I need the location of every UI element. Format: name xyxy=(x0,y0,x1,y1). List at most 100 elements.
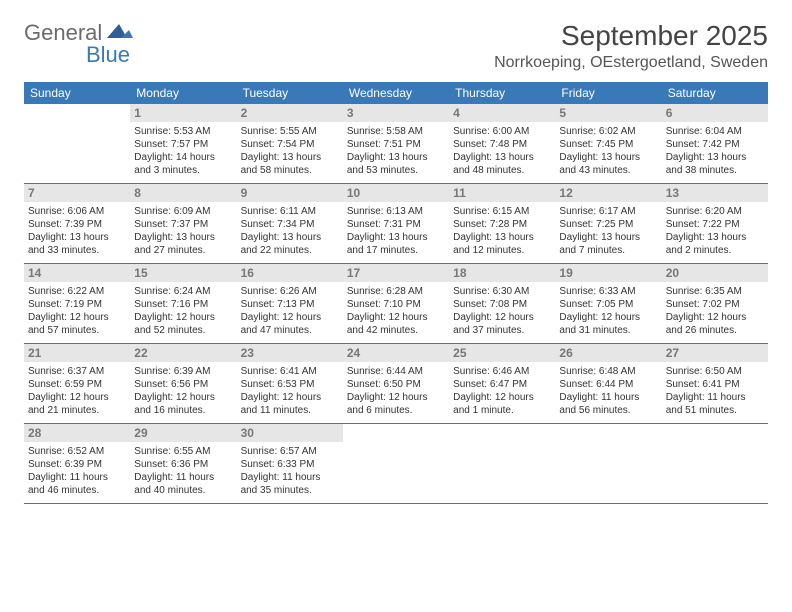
sunrise-line: Sunrise: 6:39 AM xyxy=(134,365,232,378)
day-header-cell: Saturday xyxy=(662,82,768,104)
day-header-cell: Tuesday xyxy=(237,82,343,104)
daylight-line: and 33 minutes. xyxy=(28,244,126,257)
day-number: 22 xyxy=(130,344,236,362)
day-cell: 25Sunrise: 6:46 AMSunset: 6:47 PMDayligh… xyxy=(449,344,555,423)
daylight-line: Daylight: 12 hours xyxy=(134,311,232,324)
sunrise-line: Sunrise: 6:00 AM xyxy=(453,125,551,138)
day-cell: 18 Sunrise: 6:30 AMSunset: 7:08 PMDayligh… xyxy=(449,264,555,343)
daylight-line: and 21 minutes. xyxy=(28,404,126,417)
title-block: September 2025 Norrkoeping, OEstergoetla… xyxy=(494,20,768,72)
daylight-line: and 53 minutes. xyxy=(347,164,445,177)
empty-cell xyxy=(343,424,449,503)
daylight-line: and 42 minutes. xyxy=(347,324,445,337)
daylight-line: Daylight: 11 hours xyxy=(666,391,764,404)
daylight-line: and 2 minutes. xyxy=(666,244,764,257)
empty-cell xyxy=(662,424,768,503)
sunrise-line: Sunrise: 6:33 AM xyxy=(559,285,657,298)
daylight-line: and 6 minutes. xyxy=(347,404,445,417)
day-header-row: SundayMondayTuesdayWednesdayThursdayFrid… xyxy=(24,82,768,104)
daylight-line: Daylight: 13 hours xyxy=(453,231,551,244)
week-row: 14Sunrise: 6:22 AMSunset: 7:19 PMDayligh… xyxy=(24,264,768,344)
sunrise-line: Sunrise: 6:28 AM xyxy=(347,285,445,298)
sunrise-line: Sunrise: 6:41 AM xyxy=(241,365,339,378)
sunset-line: Sunset: 7:37 PM xyxy=(134,218,232,231)
sunset-line: Sunset: 7:05 PM xyxy=(559,298,657,311)
day-number: 19 xyxy=(555,264,661,282)
sunset-line: Sunset: 7:19 PM xyxy=(28,298,126,311)
daylight-line: and 57 minutes. xyxy=(28,324,126,337)
day-cell: 27Sunrise: 6:50 AMSunset: 6:41 PMDayligh… xyxy=(662,344,768,423)
day-cell: 26Sunrise: 6:48 AMSunset: 6:44 PMDayligh… xyxy=(555,344,661,423)
day-number: 21 xyxy=(24,344,130,362)
day-cell: 10Sunrise: 6:13 AMSunset: 7:31 PMDayligh… xyxy=(343,184,449,263)
day-number: 5 xyxy=(555,104,661,122)
sunset-line: Sunset: 7:10 PM xyxy=(347,298,445,311)
sunrise-line: Sunrise: 6:35 AM xyxy=(666,285,764,298)
daylight-line: and 56 minutes. xyxy=(559,404,657,417)
sunset-line: Sunset: 6:56 PM xyxy=(134,378,232,391)
sunset-line: Sunset: 7:48 PM xyxy=(453,138,551,151)
daylight-line: and 38 minutes. xyxy=(666,164,764,177)
day-number: 18 xyxy=(449,264,555,282)
daylight-line: and 7 minutes. xyxy=(559,244,657,257)
day-number: 12 xyxy=(555,184,661,202)
day-number: 26 xyxy=(555,344,661,362)
sunset-line: Sunset: 7:54 PM xyxy=(241,138,339,151)
day-cell: 14Sunrise: 6:22 AMSunset: 7:19 PMDayligh… xyxy=(24,264,130,343)
daylight-line: and 40 minutes. xyxy=(134,484,232,497)
day-cell: 22Sunrise: 6:39 AMSunset: 6:56 PMDayligh… xyxy=(130,344,236,423)
day-header-cell: Wednesday xyxy=(343,82,449,104)
daylight-line: and 52 minutes. xyxy=(134,324,232,337)
day-number: 28 xyxy=(24,424,130,442)
day-number: 23 xyxy=(237,344,343,362)
day-cell: 15Sunrise: 6:24 AMSunset: 7:16 PMDayligh… xyxy=(130,264,236,343)
day-cell: 8Sunrise: 6:09 AMSunset: 7:37 PMDaylight… xyxy=(130,184,236,263)
sunrise-line: Sunrise: 6:46 AM xyxy=(453,365,551,378)
daylight-line: and 16 minutes. xyxy=(134,404,232,417)
sunset-line: Sunset: 6:50 PM xyxy=(347,378,445,391)
sunset-line: Sunset: 6:47 PM xyxy=(453,378,551,391)
daylight-line: Daylight: 12 hours xyxy=(241,311,339,324)
day-number: 16 xyxy=(237,264,343,282)
location: Norrkoeping, OEstergoetland, Sweden xyxy=(494,54,768,72)
day-number: 3 xyxy=(343,104,449,122)
day-cell: 3Sunrise: 5:58 AMSunset: 7:51 PMDaylight… xyxy=(343,104,449,183)
daylight-line: Daylight: 13 hours xyxy=(28,231,126,244)
sunrise-line: Sunrise: 5:55 AM xyxy=(241,125,339,138)
sunrise-line: Sunrise: 6:44 AM xyxy=(347,365,445,378)
sunset-line: Sunset: 7:25 PM xyxy=(559,218,657,231)
day-cell: 5Sunrise: 6:02 AMSunset: 7:45 PMDaylight… xyxy=(555,104,661,183)
sunrise-line: Sunrise: 6:11 AM xyxy=(241,205,339,218)
sunrise-line: Sunrise: 6:57 AM xyxy=(241,445,339,458)
day-cell: 7Sunrise: 6:06 AMSunset: 7:39 PMDaylight… xyxy=(24,184,130,263)
day-number: 8 xyxy=(130,184,236,202)
daylight-line: Daylight: 12 hours xyxy=(28,311,126,324)
day-cell: 30Sunrise: 6:57 AMSunset: 6:33 PMDayligh… xyxy=(237,424,343,503)
daylight-line: Daylight: 12 hours xyxy=(241,391,339,404)
day-cell: 17Sunrise: 6:28 AMSunset: 7:10 PMDayligh… xyxy=(343,264,449,343)
daylight-line: Daylight: 11 hours xyxy=(241,471,339,484)
day-header-cell: Thursday xyxy=(449,82,555,104)
sunset-line: Sunset: 7:22 PM xyxy=(666,218,764,231)
sunset-line: Sunset: 7:08 PM xyxy=(453,298,551,311)
day-cell: 19Sunrise: 6:33 AMSunset: 7:05 PMDayligh… xyxy=(555,264,661,343)
sunset-line: Sunset: 7:34 PM xyxy=(241,218,339,231)
daylight-line: and 48 minutes. xyxy=(453,164,551,177)
day-number: 25 xyxy=(449,344,555,362)
sunrise-line: Sunrise: 6:04 AM xyxy=(666,125,764,138)
daylight-line: and 26 minutes. xyxy=(666,324,764,337)
sunset-line: Sunset: 7:31 PM xyxy=(347,218,445,231)
daylight-line: Daylight: 13 hours xyxy=(453,151,551,164)
sunset-line: Sunset: 7:28 PM xyxy=(453,218,551,231)
header: General Blue September 2025 Norrkoeping,… xyxy=(24,20,768,72)
daylight-line: Daylight: 13 hours xyxy=(241,151,339,164)
sunrise-line: Sunrise: 6:30 AM xyxy=(453,285,551,298)
daylight-line: Daylight: 12 hours xyxy=(666,311,764,324)
daylight-line: Daylight: 12 hours xyxy=(453,311,551,324)
sunrise-line: Sunrise: 6:22 AM xyxy=(28,285,126,298)
sunrise-line: Sunrise: 6:24 AM xyxy=(134,285,232,298)
day-number: 7 xyxy=(24,184,130,202)
day-number: 20 xyxy=(662,264,768,282)
empty-cell xyxy=(555,424,661,503)
daylight-line: and 11 minutes. xyxy=(241,404,339,417)
